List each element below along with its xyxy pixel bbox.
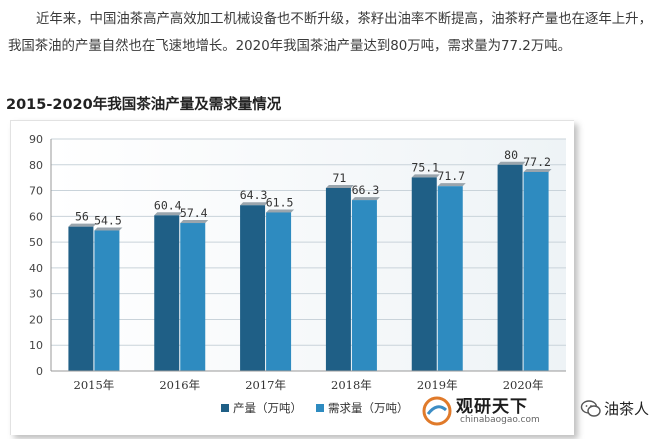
- data-label: 64.3: [240, 188, 268, 202]
- bar-demand: [437, 183, 466, 371]
- watermark-account: 油茶人: [604, 400, 650, 418]
- bar-top: [94, 227, 123, 231]
- bar-chart: 0 10 20 30 40 50 60 70 80 90 56 54.5 60.457.4 64.361…: [29, 133, 566, 415]
- y-tick-label: 20: [29, 313, 43, 326]
- data-label: 54.5: [94, 214, 122, 228]
- bar-body: [94, 230, 120, 371]
- bar-top: [437, 183, 466, 187]
- watermark-title: 观研天下: [456, 397, 528, 417]
- x-tick-label: 2015年: [74, 378, 115, 392]
- chart-frame: 0 10 20 30 40 50 60 70 80 90 56 54.5 60.4 57.4 64.3 61…: [10, 120, 574, 435]
- bar-body: [497, 164, 523, 371]
- y-tick-label: 0: [36, 365, 43, 378]
- bar-demand: [266, 209, 295, 371]
- data-label: 71: [332, 171, 346, 185]
- legend-label: 需求量（万吨）: [328, 401, 409, 415]
- legend-swatch: [221, 404, 229, 412]
- bar-top: [240, 202, 269, 206]
- bar-body: [240, 205, 266, 371]
- data-label: 77.2: [523, 155, 551, 169]
- bar-body: [411, 177, 437, 371]
- legend-label: 产量（万吨）: [233, 401, 302, 415]
- bar-demand: [180, 220, 209, 371]
- x-axis: 2015年 2016年 2017年 2018年 2019年 2020年: [51, 370, 566, 392]
- bar-body: [325, 187, 351, 371]
- bar-top: [351, 197, 380, 201]
- data-label: 57.4: [180, 206, 208, 220]
- bar-body: [266, 212, 292, 371]
- bar-production: [240, 202, 269, 371]
- y-tick-label: 40: [29, 262, 43, 275]
- bar-top: [497, 161, 526, 165]
- bar-production: [497, 161, 526, 371]
- data-label: 60.4: [154, 198, 182, 212]
- y-tick-label: 10: [29, 339, 43, 352]
- y-tick-label: 80: [29, 159, 43, 172]
- chinabaogao-logo-icon: [422, 396, 452, 426]
- watermark: 观研天下 chinabaogao.com 油茶人: [420, 392, 671, 438]
- y-tick-label: 30: [29, 288, 43, 301]
- bar-top: [266, 209, 295, 213]
- bars: [68, 161, 552, 371]
- intro-paragraph: 近年来，中国油茶高产高效加工机械设备也不断升级，茶籽出油率不断提高，油茶籽产量也…: [8, 12, 652, 54]
- bar-top: [411, 174, 440, 178]
- wechat-icon: [580, 400, 601, 417]
- x-tick-label: 2020年: [503, 378, 544, 392]
- x-tick-label: 2017年: [245, 378, 286, 392]
- bar-top: [180, 220, 209, 224]
- y-tick-label: 70: [29, 185, 43, 198]
- data-label: 66.3: [352, 183, 380, 197]
- legend-item: 产量（万吨）: [221, 401, 302, 415]
- data-label: 61.5: [266, 195, 294, 209]
- watermark-site: chinabaogao.com: [460, 415, 540, 425]
- bar-top: [154, 212, 183, 216]
- bar-body: [351, 200, 377, 371]
- x-tick-label: 2018年: [331, 378, 372, 392]
- bar-production: [68, 223, 97, 371]
- legend-swatch: [316, 404, 324, 412]
- data-label: 75.1: [411, 160, 439, 174]
- bar-body: [154, 215, 180, 371]
- plot-background: [51, 139, 566, 371]
- y-axis: 0 10 20 30 40 50 60 70 80 90: [29, 133, 52, 378]
- y-tick-label: 50: [29, 236, 43, 249]
- bar-production: [325, 184, 354, 371]
- bar-body: [180, 223, 206, 371]
- y-tick-label: 60: [29, 210, 43, 223]
- grid-lines: [51, 138, 566, 372]
- bar-top: [325, 184, 354, 188]
- bar-production: [411, 174, 440, 371]
- data-labels: 56 54.5 60.457.4 64.361.5 71 66.3 75.171.7 80 77…: [75, 148, 551, 228]
- bar-top: [523, 168, 552, 172]
- legend-item: 需求量（万吨）: [316, 401, 409, 415]
- bar-body: [437, 186, 463, 371]
- y-tick-label: 90: [29, 133, 43, 146]
- chart-heading: 2015-2020年我国茶油产量及需求量情况: [6, 97, 282, 113]
- data-label: 71.7: [437, 169, 465, 183]
- bar-top: [68, 223, 97, 227]
- bar-production: [154, 212, 183, 371]
- x-tick-label: 2019年: [417, 378, 458, 392]
- bar-demand: [523, 168, 552, 371]
- x-tick-label: 2016年: [159, 378, 200, 392]
- bar-demand: [94, 227, 123, 371]
- bar-body: [523, 171, 549, 371]
- bar-demand: [351, 197, 380, 371]
- bar-body: [68, 226, 94, 371]
- data-label: 80: [504, 148, 518, 162]
- data-label: 56: [75, 210, 89, 224]
- legend: 产量（万吨） 需求量（万吨）: [221, 401, 409, 415]
